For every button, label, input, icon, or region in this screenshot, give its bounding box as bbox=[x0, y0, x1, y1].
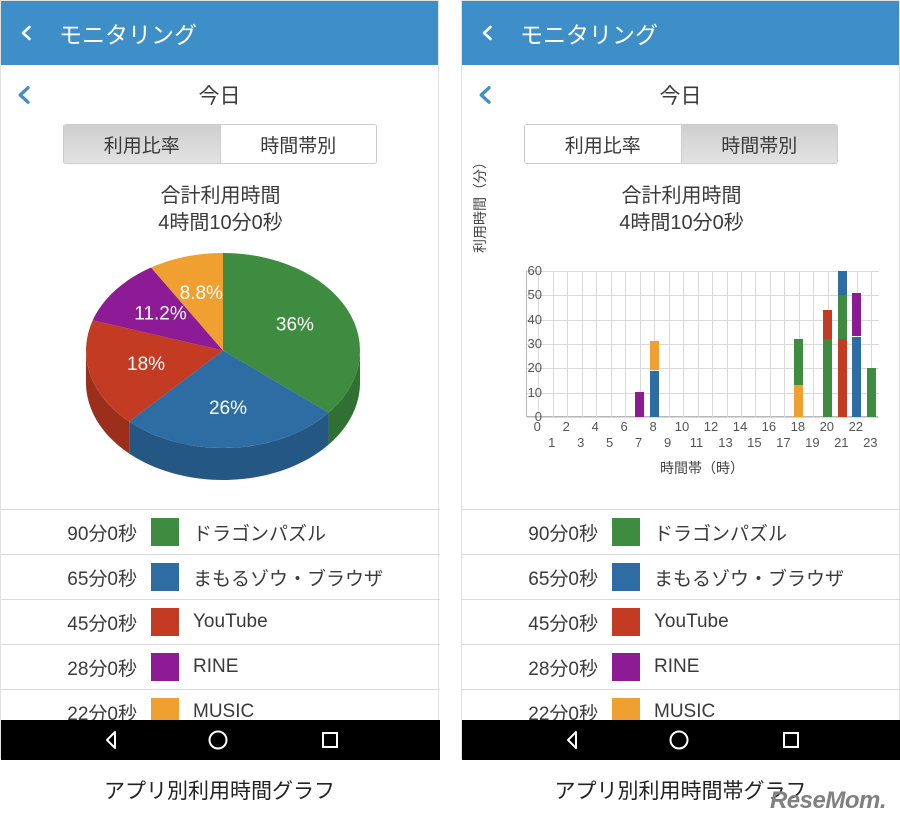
svg-text:36%: 36% bbox=[276, 315, 314, 336]
svg-text:18%: 18% bbox=[127, 354, 165, 375]
svg-text:8.8%: 8.8% bbox=[180, 283, 223, 304]
svg-text:26%: 26% bbox=[209, 398, 247, 419]
svg-text:11.2%: 11.2% bbox=[134, 303, 187, 324]
